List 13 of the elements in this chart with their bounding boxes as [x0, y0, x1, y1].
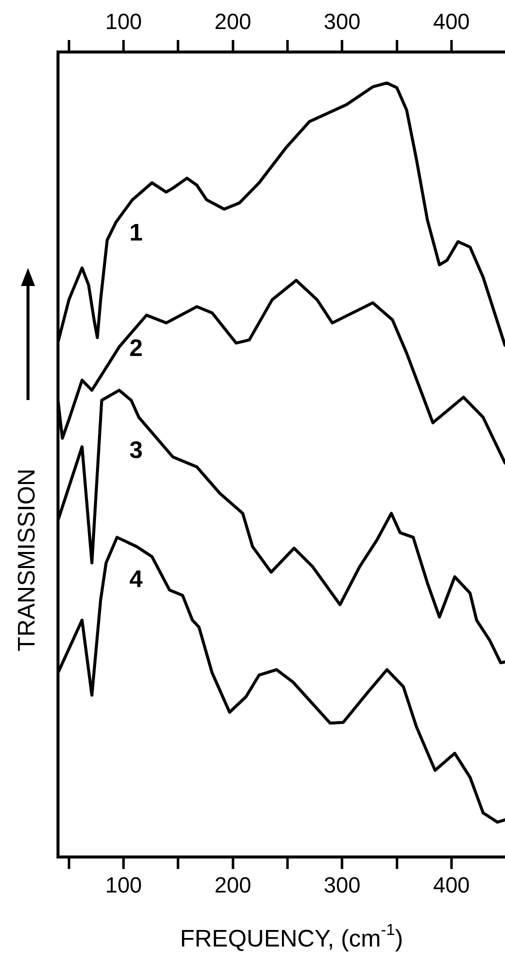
- x2-tick-label: 100: [105, 8, 142, 34]
- x2-tick-label: 200: [214, 8, 252, 34]
- series-label: 1: [129, 219, 143, 246]
- x2-tick-label: 400: [433, 8, 470, 34]
- series-label: 2: [129, 334, 143, 362]
- series-label: 3: [129, 436, 143, 464]
- x-tick-label: 400: [433, 872, 470, 898]
- y-axis-title: TRANSMISSION: [14, 468, 41, 652]
- x-tick-label: 300: [324, 872, 361, 898]
- series-label: 4: [129, 566, 144, 594]
- x-tick-label: 200: [214, 872, 252, 898]
- x2-tick-label: 300: [324, 8, 361, 34]
- x-tick-label: 100: [105, 872, 142, 898]
